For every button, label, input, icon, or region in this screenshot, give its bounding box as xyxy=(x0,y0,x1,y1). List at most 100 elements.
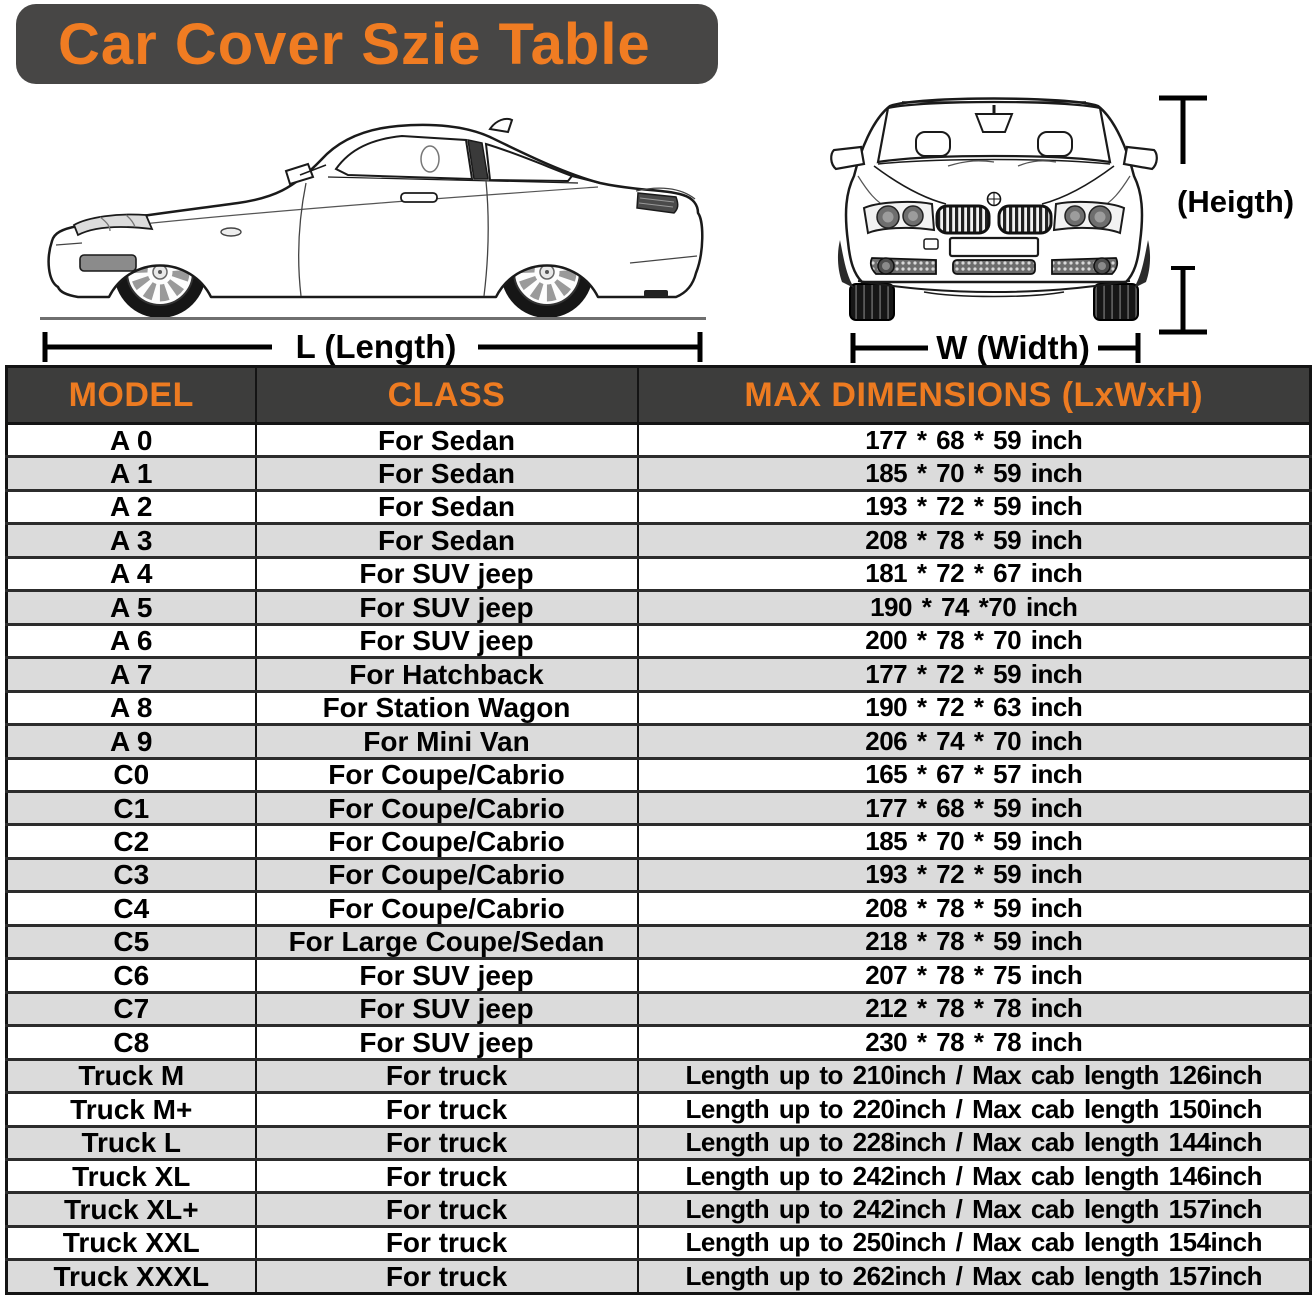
dimensions-cell: 207 * 78 * 75 inch xyxy=(636,957,1311,993)
header-model: MODEL xyxy=(5,365,257,425)
model-cell: C7 xyxy=(5,990,256,1026)
table-row: C8 For SUV jeep 230 * 78 * 78 inch xyxy=(5,1024,1311,1060)
model-cell: Truck M xyxy=(5,1057,256,1093)
left-mirror-icon xyxy=(830,145,866,171)
dimensions-cell: 206 * 74 * 70 inch xyxy=(636,723,1311,759)
table-row: A 4 For SUV jeep 181 * 72 * 67 inch xyxy=(5,555,1311,591)
table-row: C4 For Coupe/Cabrio 208 * 78 * 59 inch xyxy=(5,890,1311,926)
model-cell: A 9 xyxy=(5,723,256,759)
dimensions-cell: 230 * 78 * 78 inch xyxy=(636,1024,1311,1060)
model-cell: A 0 xyxy=(5,421,256,457)
width-label: W (Width) xyxy=(936,330,1090,366)
class-cell: For SUV jeep xyxy=(254,957,638,993)
model-cell: A 1 xyxy=(5,455,256,491)
class-cell: For Sedan xyxy=(254,522,638,558)
dimensions-cell: 177 * 68 * 59 inch xyxy=(636,421,1311,457)
table-row: Truck L For truck Length up to 228inch / M… xyxy=(5,1124,1311,1160)
table-row: A 5 For SUV jeep 190 * 74 *70 inch xyxy=(5,589,1311,625)
class-cell: For Sedan xyxy=(254,421,638,457)
table-row: Truck M+ For truck Length up to 220inch / … xyxy=(5,1091,1311,1127)
class-cell: For Coupe/Cabrio xyxy=(254,789,638,825)
table-row: C7 For SUV jeep 212 * 78 * 78 inch xyxy=(5,990,1311,1026)
bmw-roundel-icon xyxy=(986,191,1002,207)
model-cell: Truck XXL xyxy=(5,1224,256,1260)
table-row: Truck XXXL For truck Length up to 262inch … xyxy=(5,1258,1311,1294)
table-row: C0 For Coupe/Cabrio 165 * 67 * 57 inch xyxy=(5,756,1311,792)
model-cell: A 4 xyxy=(5,555,256,591)
model-cell: Truck XXXL xyxy=(5,1258,256,1294)
class-cell: For truck xyxy=(254,1091,638,1127)
table-row: A 7 For Hatchback 177 * 72 * 59 inch xyxy=(5,656,1311,692)
dimensions-cell: 185 * 70 * 59 inch xyxy=(636,455,1311,491)
model-cell: A 7 xyxy=(5,656,256,692)
class-cell: For Large Coupe/Sedan xyxy=(254,923,638,959)
right-mirror-icon xyxy=(1122,145,1158,171)
length-dimension: L (Length) xyxy=(42,328,703,365)
front-right-tire-icon xyxy=(1093,283,1139,321)
dimensions-cell: Length up to 242inch / Max cab length 14… xyxy=(636,1157,1311,1193)
class-cell: For SUV jeep xyxy=(254,1024,638,1060)
dimensions-cell: 181 * 72 * 67 inch xyxy=(636,555,1311,591)
dimensions-cell: Length up to 228inch / Max cab length 14… xyxy=(636,1124,1311,1160)
model-cell: Truck M+ xyxy=(5,1091,256,1127)
class-cell: For truck xyxy=(254,1057,638,1093)
model-cell: A 6 xyxy=(5,622,256,658)
table-row: C6 For SUV jeep 207 * 78 * 75 inch xyxy=(5,957,1311,993)
table-row: C5 For Large Coupe/Sedan 218 * 78 * 59 inc… xyxy=(5,923,1311,959)
class-cell: For Sedan xyxy=(254,488,638,524)
model-cell: C8 xyxy=(5,1024,256,1060)
table-row: Truck M For truck Length up to 210inch / M… xyxy=(5,1057,1311,1093)
model-cell: A 8 xyxy=(5,689,256,725)
model-cell: A 2 xyxy=(5,488,256,524)
left-kidney-grille-icon xyxy=(935,204,991,235)
class-cell: For SUV jeep xyxy=(254,589,638,625)
dimensions-cell: 218 * 78 * 59 inch xyxy=(636,923,1311,959)
table-row: C1 For Coupe/Cabrio 177 * 68 * 59 inch xyxy=(5,789,1311,825)
class-cell: For Station Wagon xyxy=(254,689,638,725)
class-cell: For truck xyxy=(254,1157,638,1193)
size-table: MODEL CLASS MAX DIMENSIONS (LxWxH) A 0 Fo… xyxy=(5,365,1312,1295)
model-cell: C4 xyxy=(5,890,256,926)
model-cell: C0 xyxy=(5,756,256,792)
table-row: Truck XL For truck Length up to 242inch / … xyxy=(5,1157,1311,1193)
model-cell: C5 xyxy=(5,923,256,959)
class-cell: For Mini Van xyxy=(254,723,638,759)
table-row: A 3 For Sedan 208 * 78 * 59 inch xyxy=(5,522,1311,558)
table-row: A 6 For SUV jeep 200 * 78 * 70 inch xyxy=(5,622,1311,658)
left-headlight-icon xyxy=(862,200,936,235)
model-cell: Truck XL xyxy=(5,1157,256,1193)
class-cell: For Coupe/Cabrio xyxy=(254,856,638,892)
model-cell: A 5 xyxy=(5,589,256,625)
dimensions-cell: 177 * 72 * 59 inch xyxy=(636,656,1311,692)
table-header-row: MODEL CLASS MAX DIMENSIONS (LxWxH) xyxy=(5,365,1312,425)
ground-line xyxy=(40,317,706,320)
model-cell: C3 xyxy=(5,856,256,892)
class-cell: For truck xyxy=(254,1258,638,1294)
class-cell: For truck xyxy=(254,1224,638,1260)
dimensions-cell: Length up to 262inch / Max cab length 15… xyxy=(636,1258,1311,1294)
table-row: A 9 For Mini Van 206 * 74 * 70 inch xyxy=(5,723,1311,759)
dimensions-cell: Length up to 220inch / Max cab length 15… xyxy=(636,1091,1311,1127)
license-plate xyxy=(948,236,1040,258)
table-row: A 2 For Sedan 193 * 72 * 59 inch xyxy=(5,488,1311,524)
title-bar: Car Cover Szie Table xyxy=(16,4,718,84)
class-cell: For Coupe/Cabrio xyxy=(254,890,638,926)
class-cell: For truck xyxy=(254,1191,638,1227)
front-left-tire-icon xyxy=(849,283,895,321)
dimensions-cell: 185 * 70 * 59 inch xyxy=(636,823,1311,859)
dimensions-cell: 165 * 67 * 57 inch xyxy=(636,756,1311,792)
header-class: CLASS xyxy=(254,365,639,425)
class-cell: For SUV jeep xyxy=(254,622,638,658)
model-cell: C1 xyxy=(5,789,256,825)
width-dimension: W (Width) xyxy=(850,330,1141,366)
table-row: Truck XXL For truck Length up to 250inch /… xyxy=(5,1224,1311,1260)
model-cell: Truck L xyxy=(5,1124,256,1160)
class-cell: For Sedan xyxy=(254,455,638,491)
class-cell: For truck xyxy=(254,1124,638,1160)
class-cell: For Coupe/Cabrio xyxy=(254,756,638,792)
dimensions-cell: 208 * 78 * 59 inch xyxy=(636,522,1311,558)
right-headlight-icon xyxy=(1052,200,1126,235)
table-body: A 0 For Sedan 177 * 68 * 59 inch A 1 For Sed… xyxy=(5,421,1311,1294)
dimensions-cell: Length up to 242inch / Max cab length 15… xyxy=(636,1191,1311,1227)
class-cell: For SUV jeep xyxy=(254,990,638,1026)
